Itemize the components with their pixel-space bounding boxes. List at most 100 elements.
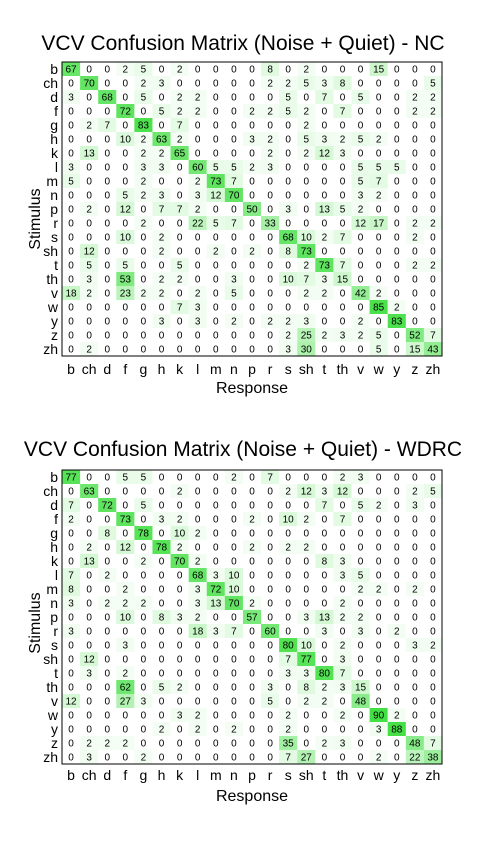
- cell-value-label: 0: [213, 121, 219, 132]
- matrix-cell: [423, 258, 442, 272]
- cell-value-label: 0: [376, 247, 382, 258]
- cell-value-label: 0: [358, 247, 364, 258]
- cell-value-label: 0: [394, 107, 400, 118]
- cell-value-label: 0: [394, 275, 400, 286]
- cell-value-label: 2: [177, 515, 183, 526]
- cell-value-label: 5: [358, 571, 364, 582]
- cell-value-label: 0: [141, 627, 147, 638]
- cell-value-label: 0: [86, 725, 92, 736]
- cell-value-label: 5: [231, 289, 237, 300]
- cell-value-label: 0: [249, 571, 255, 582]
- y-tick-label: y: [51, 721, 58, 737]
- cell-value-label: 0: [304, 557, 310, 568]
- cell-value-label: 0: [304, 303, 310, 314]
- matrix-cell: [80, 76, 99, 90]
- cell-value-label: 0: [430, 317, 436, 328]
- cell-value-label: 3: [213, 627, 219, 638]
- cell-value-label: 0: [86, 191, 92, 202]
- matrix-cell: [333, 76, 352, 90]
- cell-value-label: 2: [141, 191, 147, 202]
- cell-value-label: 7: [322, 93, 328, 104]
- cell-value-label: 10: [283, 515, 295, 526]
- matrix-cell: [369, 286, 388, 300]
- cell-value-label: 0: [231, 303, 237, 314]
- matrix-cell: [297, 680, 316, 694]
- cell-value-label: 0: [195, 641, 201, 652]
- cell-value-label: 3: [195, 585, 201, 596]
- cell-value-label: 0: [141, 233, 147, 244]
- x-tick-label: sh: [299, 767, 314, 783]
- matrix-cell: [134, 160, 153, 174]
- cell-value-label: 2: [177, 93, 183, 104]
- cell-value-label: 0: [68, 487, 74, 498]
- matrix-cell: [62, 582, 81, 596]
- cell-value-label: 0: [231, 739, 237, 750]
- cell-value-label: 0: [412, 317, 418, 328]
- cell-value-label: 0: [86, 303, 92, 314]
- cell-value-label: 0: [68, 739, 74, 750]
- matrix-cell: [279, 512, 298, 526]
- cell-value-label: 3: [195, 191, 201, 202]
- matrix-cell: [152, 722, 171, 736]
- cell-value-label: 7: [285, 655, 291, 666]
- y-tick-label: f: [54, 511, 58, 527]
- matrix-cell: [369, 750, 388, 764]
- cell-value-label: 2: [104, 599, 110, 610]
- cell-value-label: 0: [104, 135, 110, 146]
- matrix-cell: [188, 610, 207, 624]
- cell-value-label: 0: [267, 261, 273, 272]
- cell-value-label: 2: [304, 697, 310, 708]
- y-tick-label: r: [53, 215, 58, 231]
- matrix-cell: [242, 104, 262, 118]
- cell-value-label: 2: [141, 219, 147, 230]
- matrix-cell: [279, 736, 298, 750]
- matrix-cell: [297, 76, 316, 90]
- matrix-cell: [297, 342, 316, 356]
- cell-value-label: 0: [430, 233, 436, 244]
- cell-value-label: 0: [68, 641, 74, 652]
- cell-value-label: 2: [141, 79, 147, 90]
- cell-value-label: 12: [65, 697, 77, 708]
- cell-value-label: 0: [412, 515, 418, 526]
- matrix-cell: [333, 680, 352, 694]
- matrix-cell: [152, 202, 171, 216]
- cell-value-label: 0: [177, 501, 183, 512]
- cell-value-label: 0: [394, 739, 400, 750]
- cell-value-label: 0: [195, 669, 201, 680]
- matrix-cell: [279, 328, 298, 342]
- y-tick-label: zh: [43, 749, 58, 765]
- cell-value-label: 5: [358, 177, 364, 188]
- cell-value-label: 7: [104, 121, 110, 132]
- cell-value-label: 70: [174, 557, 186, 568]
- cell-value-label: 5: [213, 219, 219, 230]
- cell-value-label: 0: [412, 65, 418, 76]
- cell-value-label: 0: [394, 121, 400, 132]
- cell-value-label: 2: [141, 599, 147, 610]
- cell-value-label: 0: [86, 585, 92, 596]
- cell-value-label: 0: [249, 303, 255, 314]
- chart-title-wdrc: VCV Confusion Matrix (Noise + Quiet) - W…: [23, 438, 463, 461]
- cell-value-label: 2: [195, 93, 201, 104]
- matrix-cell: [152, 314, 171, 328]
- cell-value-label: 0: [68, 79, 74, 90]
- x-tick-label: p: [248, 767, 256, 783]
- x-tick-label: f: [123, 361, 127, 377]
- matrix-cell: [279, 272, 298, 286]
- cell-value-label: 0: [412, 711, 418, 722]
- matrix-cell: [116, 694, 135, 708]
- cell-value-label: 0: [141, 515, 147, 526]
- cell-value-label: 3: [322, 135, 328, 146]
- cell-value-label: 0: [394, 247, 400, 258]
- x-tick-label: b: [67, 361, 75, 377]
- cell-value-label: 53: [120, 275, 132, 286]
- cell-value-label: 0: [213, 149, 219, 160]
- cell-value-label: 0: [430, 529, 436, 540]
- cell-value-label: 0: [376, 205, 382, 216]
- cell-value-label: 0: [68, 345, 74, 356]
- cell-value-label: 2: [177, 487, 183, 498]
- matrix-cell: [261, 694, 280, 708]
- matrix-cell: [369, 174, 388, 188]
- cell-value-label: 0: [340, 725, 346, 736]
- cell-value-label: 0: [68, 233, 74, 244]
